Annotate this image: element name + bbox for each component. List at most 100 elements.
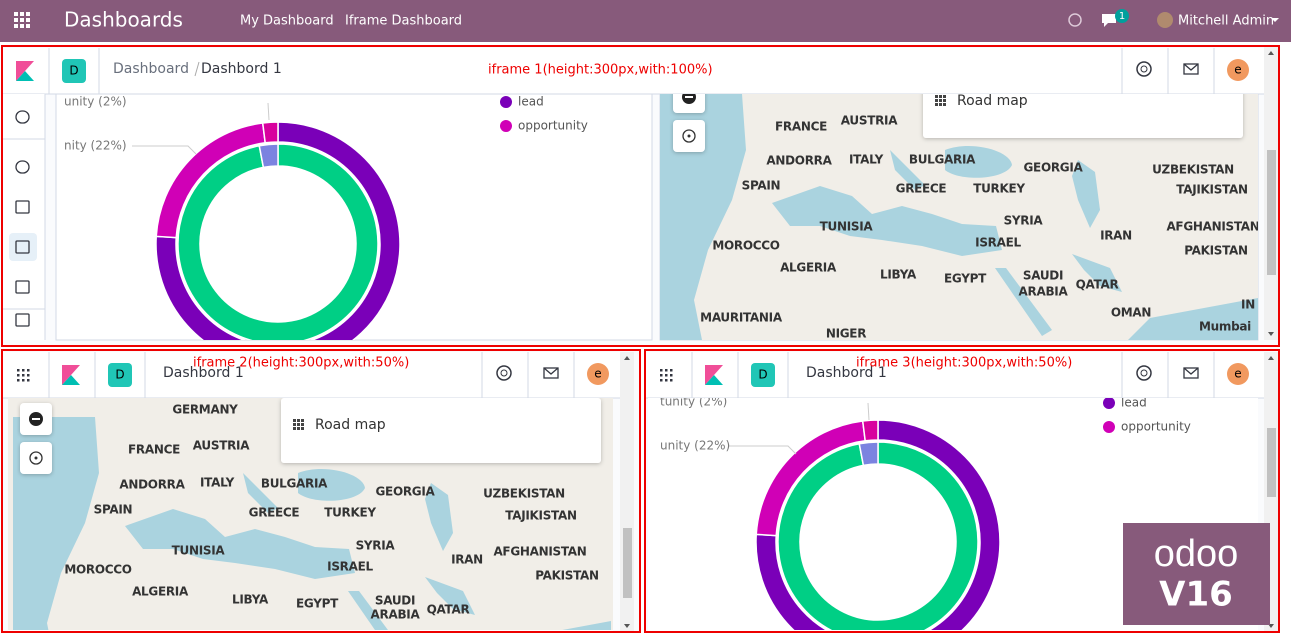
water [945,145,1012,178]
scrollbar-thumb[interactable] [1267,150,1276,275]
apps-dot[interactable] [26,24,30,28]
space-avatar[interactable] [62,59,86,83]
road-map-button[interactable]: Road map [315,417,386,433]
map-label: BULGARIA [261,477,328,491]
apps-dot[interactable] [20,24,24,28]
map-label: SAUDI [1023,269,1063,283]
space-initial: D [758,368,767,382]
legend-label[interactable]: opportunity [518,119,588,133]
mail-icon[interactable] [543,367,559,379]
layer-dot [935,103,938,106]
menu-dot[interactable] [22,374,25,377]
user-initial: e [1234,367,1241,381]
side-nav-icon[interactable] [15,110,30,124]
menu-dot[interactable] [17,374,20,377]
apps-dot[interactable] [20,18,24,22]
map-label: ITALY [849,153,884,167]
side-nav-icon[interactable] [15,160,30,174]
menu-dot[interactable] [665,379,668,382]
menu-dot[interactable] [17,369,20,372]
map-label: PAKISTAN [1184,244,1248,258]
activity-icon[interactable] [1068,13,1082,27]
apps-dot[interactable] [14,18,18,22]
iframe-header [3,48,1264,94]
menu-dot[interactable] [660,369,663,372]
map-label: AUSTRIA [841,114,898,128]
menu-dot[interactable] [670,379,673,382]
water [660,94,746,340]
menu-dot[interactable] [17,379,20,382]
map-layer-panel[interactable] [281,398,601,463]
menu-dot[interactable] [660,379,663,382]
user-name[interactable]: Mitchell Admin [1178,14,1274,29]
scroll-arrow [1268,332,1274,336]
legend-label[interactable]: lead [518,95,544,109]
map: FRANCE AUSTRIA ANDORRA ITALY BULGARIA GEORGIA… [660,80,1258,340]
apps-dot[interactable] [14,24,18,28]
menu-dot[interactable] [27,369,30,372]
menu-dot[interactable] [670,374,673,377]
user-menu[interactable] [587,363,609,385]
help-icon-inner [1140,369,1148,377]
user-menu[interactable] [1227,363,1249,385]
app-title[interactable]: Dashboards [64,8,183,32]
scrollbar-thumb[interactable] [623,528,632,598]
side-nav-icon[interactable] [15,313,30,327]
user-menu[interactable] [1227,59,1249,81]
menu-item[interactable]: Iframe Dashboard [345,14,462,29]
map-label: UZBEKISTAN [483,487,565,501]
map-label: Mumbai [1199,320,1251,334]
mail-icon[interactable] [1183,63,1199,75]
menu-dot[interactable] [22,369,25,372]
side-nav-icon[interactable] [15,240,30,254]
map-label: ISRAEL [975,236,1021,250]
legend-label[interactable]: lead [1121,396,1147,410]
legend-label[interactable]: opportunity [1121,420,1191,434]
layer-dot [939,95,942,98]
menu-item[interactable]: My Dashboard [240,14,334,29]
apps-dot[interactable] [26,18,30,22]
iframe-frame [1,45,1280,347]
map-label: ALGERIA [132,585,189,599]
user-initial: e [594,367,601,381]
map-label: SPAIN [742,179,781,193]
menu-dot[interactable] [27,379,30,382]
help-icon[interactable] [1136,365,1152,381]
watermark-version: V16 [1159,575,1233,615]
donut-label: nity (22%) [64,139,127,153]
apps-dot[interactable] [20,12,24,16]
map-layer-panel[interactable] [923,80,1243,138]
menu-dot[interactable] [27,374,30,377]
map-water [660,94,1258,340]
layer-dot [301,427,304,430]
water [243,473,278,513]
legend-swatch [500,96,512,108]
side-nav-icon[interactable] [15,200,30,214]
donut-slice [861,419,879,442]
map-label: ANDORRA [766,154,832,168]
menu-dot[interactable] [660,374,663,377]
menu-dot[interactable] [665,369,668,372]
map-label: MAURITANIA [700,311,783,325]
menu-dot[interactable] [670,369,673,372]
menu-dot[interactable] [22,379,25,382]
space-avatar[interactable] [751,363,775,387]
chat-icon[interactable] [1102,14,1116,27]
space-avatar[interactable] [108,363,132,387]
side-nav-icon[interactable] [15,280,30,294]
legend-swatch [1103,398,1115,409]
iframe-frame [1,349,641,633]
mail-icon[interactable] [1183,367,1199,379]
apps-dot[interactable] [26,12,30,16]
legend-swatch [1103,421,1115,433]
apps-dot[interactable] [14,12,18,16]
help-icon[interactable] [1136,61,1152,77]
breadcrumb[interactable]: Dashboard [113,61,189,77]
water [425,483,453,551]
user-avatar[interactable] [1157,12,1173,28]
help-icon[interactable] [496,365,512,381]
scrollbar-thumb[interactable] [1267,428,1276,497]
road-map-button[interactable]: Road map [957,93,1028,109]
menu-dot[interactable] [665,374,668,377]
